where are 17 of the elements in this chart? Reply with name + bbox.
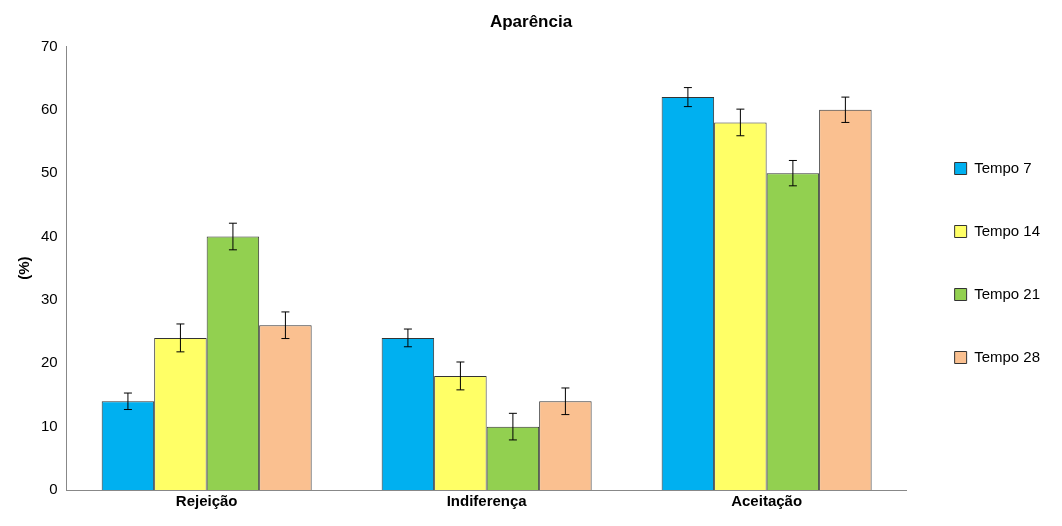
y-tick-label: 30: [41, 290, 58, 308]
legend-label: Tempo 14: [974, 221, 1040, 239]
y-tick-label: 20: [41, 353, 58, 371]
chart-title: Aparência: [489, 11, 573, 31]
x-tick-label: Rejeição: [175, 492, 238, 510]
x-tick-label: Indiferença: [446, 492, 528, 510]
y-tick-label: 50: [41, 163, 58, 181]
y-tick-label: 10: [41, 416, 58, 434]
legend-label: Tempo 28: [974, 347, 1040, 365]
y-axis-title: (%): [15, 256, 33, 280]
y-tick-label: 0: [49, 480, 58, 498]
x-tick-label: Aceitação: [731, 492, 803, 510]
legend-label: Tempo 7: [974, 158, 1032, 176]
y-tick-label: 60: [41, 99, 58, 117]
y-tick-label: 70: [41, 36, 58, 54]
y-tick-label: 40: [41, 226, 58, 244]
legend-label: Tempo 21: [974, 284, 1040, 302]
